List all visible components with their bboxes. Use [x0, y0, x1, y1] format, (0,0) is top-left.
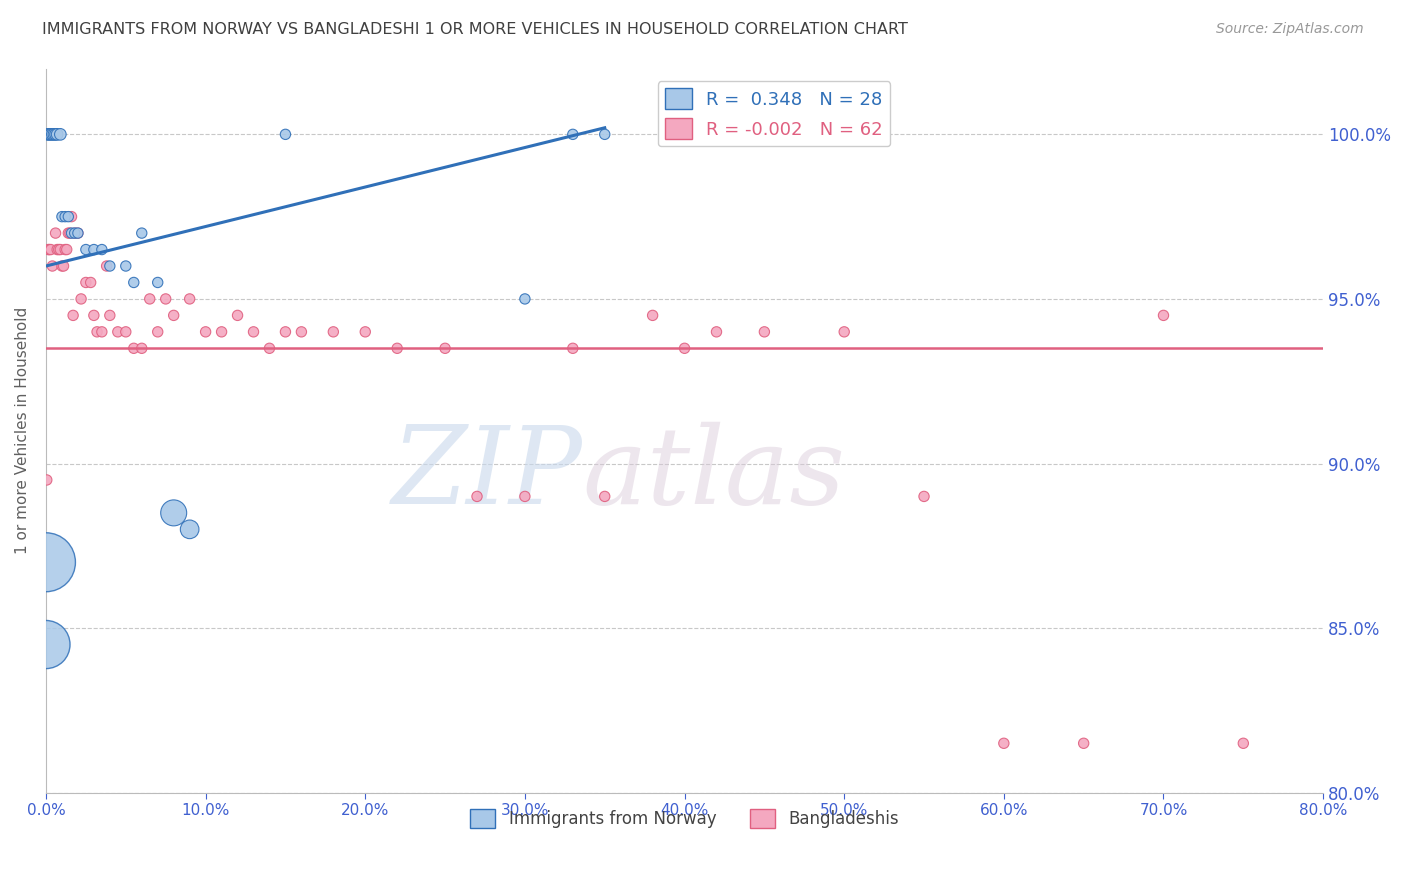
- Point: [274, 325, 297, 339]
- Point: [155, 292, 177, 306]
- Point: [146, 325, 169, 339]
- Point: [58, 210, 80, 224]
- Point: [434, 341, 457, 355]
- Point: [139, 292, 162, 306]
- Point: [59, 226, 82, 240]
- Point: [706, 325, 728, 339]
- Point: [37, 128, 59, 142]
- Point: [122, 276, 145, 290]
- Point: [754, 325, 776, 339]
- Point: [46, 243, 69, 257]
- Point: [41, 128, 63, 142]
- Point: [832, 325, 855, 339]
- Point: [66, 226, 89, 240]
- Y-axis label: 1 or more Vehicles in Household: 1 or more Vehicles in Household: [15, 307, 30, 554]
- Point: [60, 226, 83, 240]
- Point: [561, 341, 583, 355]
- Point: [673, 341, 696, 355]
- Point: [290, 325, 312, 339]
- Point: [52, 259, 75, 273]
- Point: [38, 128, 60, 142]
- Point: [46, 128, 69, 142]
- Point: [1153, 309, 1175, 323]
- Point: [53, 210, 76, 224]
- Point: [66, 226, 89, 240]
- Point: [63, 226, 86, 240]
- Point: [75, 276, 97, 290]
- Point: [107, 325, 129, 339]
- Point: [641, 309, 664, 323]
- Point: [96, 259, 118, 273]
- Point: [45, 128, 67, 142]
- Point: [42, 128, 65, 142]
- Point: [98, 259, 121, 273]
- Text: ZIP: ZIP: [391, 421, 582, 526]
- Point: [37, 243, 59, 257]
- Legend: Immigrants from Norway, Bangladeshis: Immigrants from Norway, Bangladeshis: [464, 803, 905, 835]
- Point: [83, 243, 105, 257]
- Point: [98, 309, 121, 323]
- Point: [58, 226, 80, 240]
- Point: [63, 226, 86, 240]
- Point: [194, 325, 217, 339]
- Point: [131, 341, 153, 355]
- Point: [49, 243, 72, 257]
- Point: [86, 325, 108, 339]
- Text: Source: ZipAtlas.com: Source: ZipAtlas.com: [1216, 22, 1364, 37]
- Point: [513, 490, 536, 504]
- Point: [993, 736, 1015, 750]
- Point: [38, 243, 60, 257]
- Point: [242, 325, 264, 339]
- Point: [1232, 736, 1254, 750]
- Point: [48, 243, 70, 257]
- Point: [90, 325, 112, 339]
- Point: [912, 490, 935, 504]
- Point: [163, 506, 186, 520]
- Point: [146, 276, 169, 290]
- Point: [211, 325, 233, 339]
- Point: [62, 309, 84, 323]
- Point: [122, 341, 145, 355]
- Point: [114, 259, 136, 273]
- Point: [274, 128, 297, 142]
- Point: [179, 292, 201, 306]
- Point: [561, 128, 583, 142]
- Point: [322, 325, 344, 339]
- Point: [79, 276, 101, 290]
- Point: [90, 243, 112, 257]
- Point: [114, 325, 136, 339]
- Point: [259, 341, 281, 355]
- Point: [51, 259, 73, 273]
- Point: [1073, 736, 1095, 750]
- Point: [39, 128, 62, 142]
- Text: atlas: atlas: [582, 421, 845, 526]
- Point: [53, 243, 76, 257]
- Point: [465, 490, 488, 504]
- Point: [75, 243, 97, 257]
- Point: [163, 309, 186, 323]
- Point: [354, 325, 377, 339]
- Point: [51, 210, 73, 224]
- Point: [593, 128, 616, 142]
- Point: [55, 243, 77, 257]
- Point: [226, 309, 249, 323]
- Point: [83, 309, 105, 323]
- Point: [42, 128, 65, 142]
- Point: [35, 638, 58, 652]
- Point: [45, 226, 67, 240]
- Point: [35, 473, 58, 487]
- Point: [49, 128, 72, 142]
- Point: [385, 341, 408, 355]
- Point: [593, 490, 616, 504]
- Text: IMMIGRANTS FROM NORWAY VS BANGLADESHI 1 OR MORE VEHICLES IN HOUSEHOLD CORRELATIO: IMMIGRANTS FROM NORWAY VS BANGLADESHI 1 …: [42, 22, 908, 37]
- Point: [513, 292, 536, 306]
- Point: [70, 292, 93, 306]
- Point: [60, 210, 83, 224]
- Point: [39, 243, 62, 257]
- Point: [131, 226, 153, 240]
- Point: [41, 259, 63, 273]
- Point: [35, 555, 58, 569]
- Point: [179, 522, 201, 536]
